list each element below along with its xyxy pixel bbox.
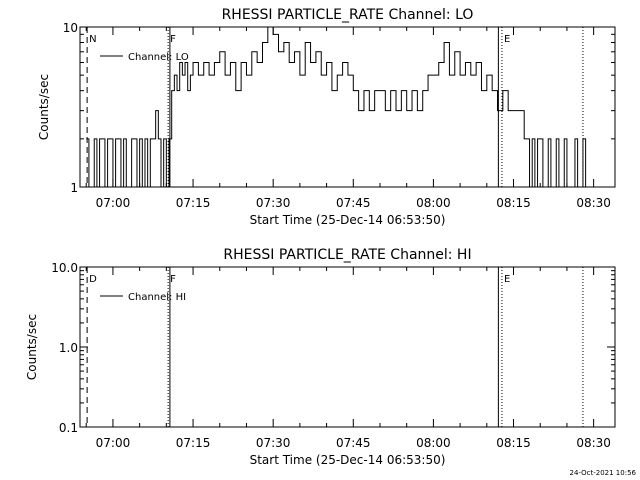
legend-label: Channel: HI — [128, 292, 186, 303]
legend-label: Channel: LO — [128, 52, 189, 63]
y-axis-label: Counts/sec — [37, 74, 51, 140]
y-tick-label: 0.1 — [59, 421, 78, 435]
x-tick-label: 08:30 — [576, 436, 611, 450]
event-marker-label: N — [89, 34, 96, 45]
plot-frame — [79, 266, 616, 428]
y-tick-label: 10.0 — [51, 261, 78, 275]
y-tick-label: 10 — [63, 21, 78, 35]
x-tick-label: 07:00 — [96, 196, 131, 210]
x-axis-label: Start Time (25-Dec-14 06:53:50) — [250, 453, 446, 467]
x-tick-label: 07:15 — [176, 436, 211, 450]
y-tick-label: 1 — [70, 181, 78, 195]
x-tick-label: 07:30 — [256, 196, 291, 210]
chart-title: RHESSI PARTICLE_RATE Channel: LO — [222, 7, 474, 23]
event-marker-label: E — [504, 274, 510, 285]
x-axis-label: Start Time (25-Dec-14 06:53:50) — [250, 213, 446, 227]
chart-title: RHESSI PARTICLE_RATE Channel: HI — [223, 247, 471, 263]
x-tick-label: 07:45 — [336, 196, 371, 210]
x-tick-label: 07:15 — [176, 196, 211, 210]
event-marker-label: F — [170, 274, 176, 285]
x-tick-label: 08:00 — [416, 436, 451, 450]
date-stamp: 24-Oct-2021 10:56 — [570, 469, 637, 477]
x-tick-label: 08:00 — [416, 196, 451, 210]
x-tick-label: 07:00 — [96, 436, 131, 450]
event-marker-label: E — [504, 34, 510, 45]
plot-frame — [79, 26, 616, 188]
y-tick-label: 1.0 — [59, 341, 78, 355]
x-tick-label: 07:30 — [256, 436, 291, 450]
y-axis-label: Counts/sec — [25, 314, 39, 380]
x-tick-label: 08:30 — [576, 196, 611, 210]
x-tick-label: 08:15 — [496, 436, 531, 450]
x-tick-label: 07:45 — [336, 436, 371, 450]
series-line-lo — [86, 26, 601, 188]
event-marker-label: F — [170, 34, 176, 45]
event-marker-label: D — [89, 274, 97, 285]
x-tick-label: 08:15 — [496, 196, 531, 210]
